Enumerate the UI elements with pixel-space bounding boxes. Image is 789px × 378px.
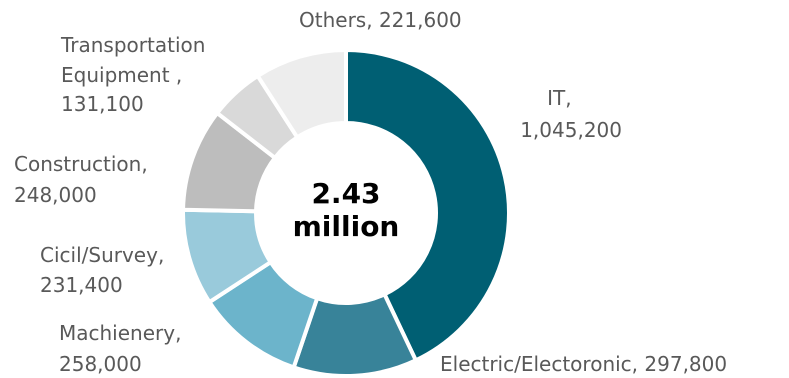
slice-value-construction: 248,000: [14, 183, 97, 207]
slice-name-machinery: Machienery: [59, 321, 175, 345]
slice-name-construction: Construction: [14, 152, 141, 176]
slice-name-transportation-2: Equipment ,: [61, 63, 182, 87]
center-label-line-2: million: [293, 210, 400, 243]
slice-label-others: Others, 221,600: [299, 8, 462, 32]
slice-name-electric: Electric/Electoronic: [440, 352, 632, 376]
slice-label-machinery: Machienery, 258,000: [59, 321, 188, 376]
donut-slices: [180, 47, 511, 378]
slice-label-civil: Cicil/Survey, 231,400: [40, 243, 171, 297]
slice-value-electric: 297,800: [644, 352, 727, 376]
slice-value-others: 221,600: [379, 8, 462, 32]
slice-name-others: Others: [299, 8, 366, 32]
slice-label-it: IT, 1,045,200: [520, 86, 622, 142]
slice-value-civil: 231,400: [40, 273, 123, 297]
center-label-line-1: 2.43: [311, 177, 380, 210]
slice-value-machinery: 258,000: [59, 352, 142, 376]
slice-sep-others: ,: [366, 8, 379, 32]
slice-name-it: IT: [547, 86, 566, 110]
slice-label-construction: Construction, 248,000: [14, 152, 154, 207]
slice-sep-civil: ,: [158, 243, 164, 267]
slice-sep-electric: ,: [632, 352, 645, 376]
slice-label-transportation: Transportation Equipment , 131,100: [60, 33, 212, 116]
slice-sep-it: ,: [565, 86, 571, 110]
slice-value-transportation: 131,100: [61, 92, 144, 116]
slice-value-it: 1,045,200: [520, 118, 622, 142]
donut-slice-it: [344, 47, 511, 363]
slice-name-civil: Cicil/Survey: [40, 243, 158, 267]
slice-sep-machinery: ,: [175, 321, 181, 345]
slice-label-electric: Electric/Electoronic, 297,800: [440, 352, 727, 376]
slice-name-transportation-1: Transportation: [60, 33, 205, 57]
donut-slice-others: [254, 47, 348, 141]
slice-sep-construction: ,: [141, 152, 147, 176]
